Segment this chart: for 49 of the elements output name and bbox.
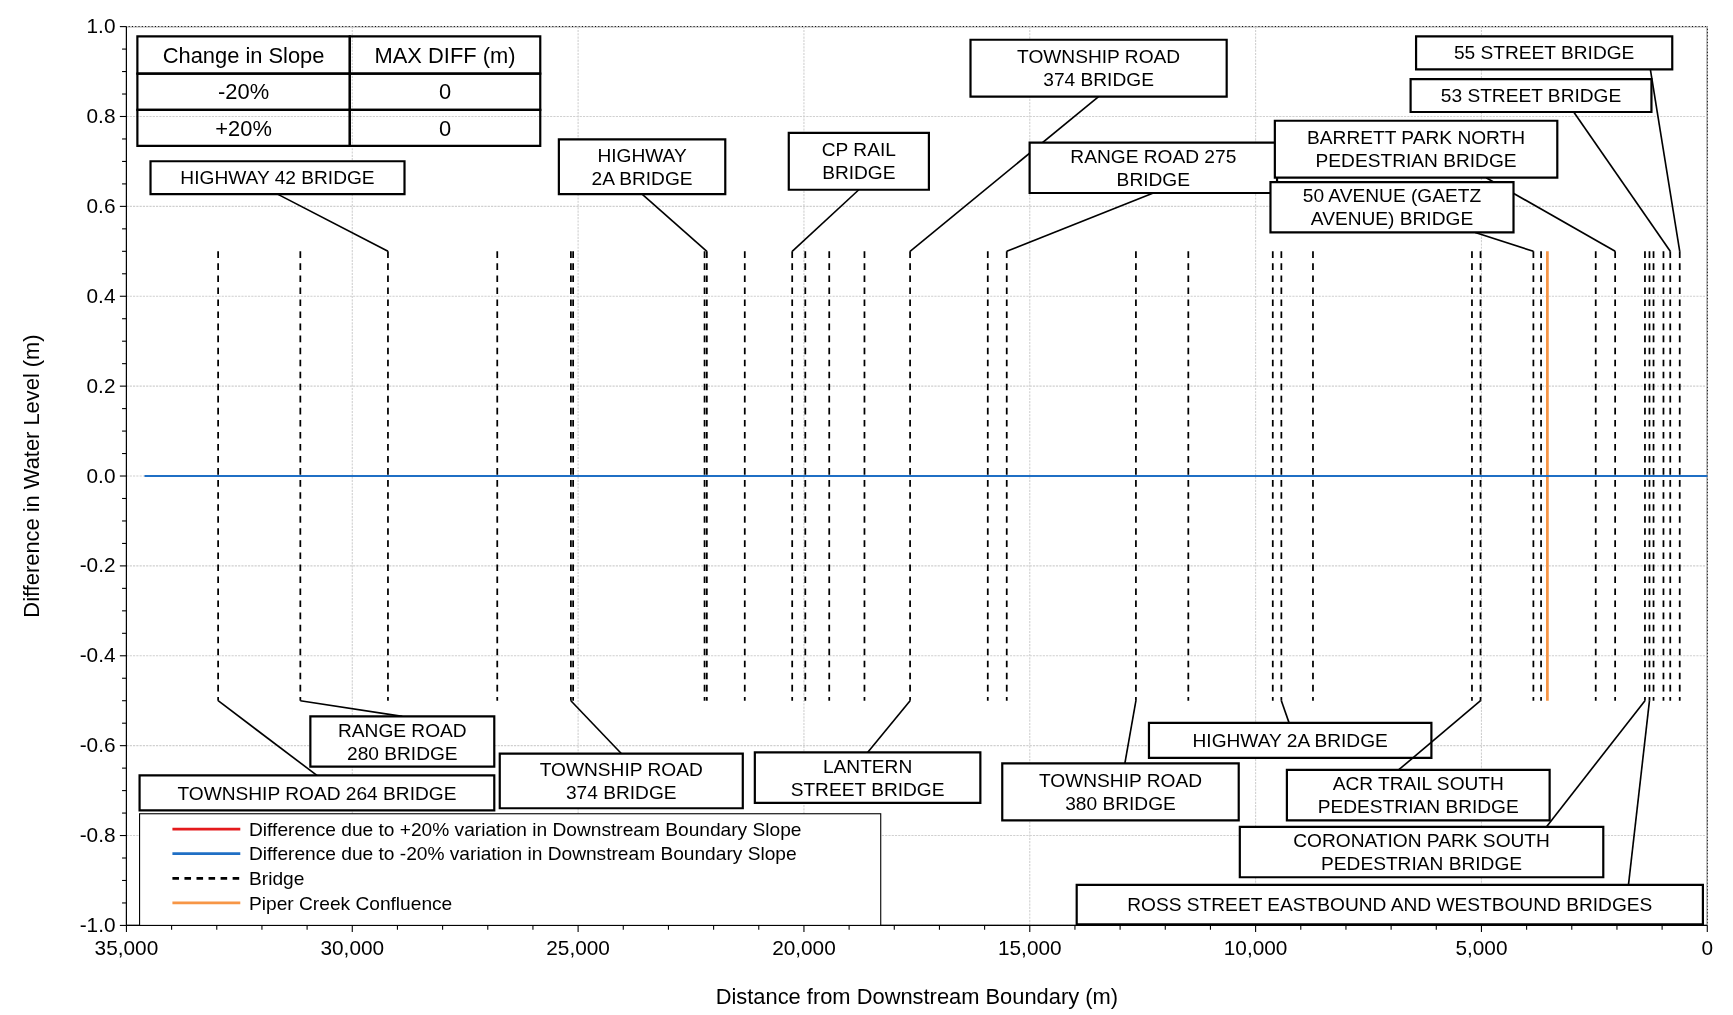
annotation: CP RAIL BRIDGE (821, 139, 897, 184)
y-tick-label: -1.0 (79, 912, 116, 936)
annotation: CORONATION PARK SOUTH PEDESTRIAN BRIDGE (1293, 830, 1550, 875)
y-tick-label: 1.0 (86, 14, 116, 38)
annotation: BARRETT PARK NORTH PEDESTRIAN BRIDGE (1307, 127, 1526, 172)
legend-label: Difference due to +20% variation in Downstream Boundary Slope (249, 818, 802, 840)
annotation: ACR TRAIL SOUTH PEDESTRIAN BRIDGE (1317, 773, 1519, 818)
y-tick-label: -0.6 (79, 733, 116, 757)
x-tick-label: 25,000 (546, 935, 610, 959)
y-axis-title: Difference in Water Level (m) (18, 334, 44, 618)
x-tick-label: 20,000 (772, 935, 836, 959)
y-tick-label: -0.8 (79, 823, 116, 847)
annotation: TOWNSHIP ROAD 374 BRIDGE (539, 758, 703, 803)
annotation: +20% (215, 115, 272, 141)
y-tick-label: 0.4 (86, 283, 116, 307)
annotation: MAX DIFF (m) (374, 42, 516, 68)
x-tick-label: 15,000 (997, 935, 1062, 959)
annotation: 53 STREET BRIDGE (1440, 85, 1622, 107)
y-tick-label: 0.8 (86, 104, 116, 128)
x-tick-label: 5,000 (1455, 935, 1508, 959)
annotation: HIGHWAY 42 BRIDGE (180, 167, 375, 189)
y-tick-label: 0.0 (86, 463, 116, 487)
legend-label: Piper Creek Confluence (249, 892, 453, 914)
annotation: 50 AVENUE (GAETZ AVENUE) BRIDGE (1302, 185, 1482, 230)
y-tick-label: 0.2 (86, 373, 116, 397)
legend-label: Difference due to -20% variation in Downstream Boundary Slope (249, 843, 797, 865)
annotation: HIGHWAY 2A BRIDGE (591, 144, 693, 189)
annotation: 55 STREET BRIDGE (1453, 42, 1635, 64)
annotation: ROSS STREET EASTBOUND AND WESTBOUND BRIDGES (1127, 894, 1653, 916)
x-tick-label: 30,000 (320, 935, 385, 959)
annotation: -20% (218, 79, 270, 105)
legend-label: Bridge (249, 867, 305, 889)
annotation: TOWNSHIP ROAD 374 BRIDGE (1017, 46, 1181, 91)
x-tick-label: 0 (1701, 935, 1714, 959)
x-tick-label: 10,000 (1223, 935, 1288, 959)
y-tick-label: -0.4 (79, 643, 116, 667)
annotation: LANTERN STREET BRIDGE (790, 755, 945, 800)
annotation: RANGE ROAD 275 BRIDGE (1070, 145, 1237, 190)
annotation: 0 (438, 115, 452, 141)
annotation: HIGHWAY 2A BRIDGE (1192, 729, 1388, 751)
annotation: 0 (438, 79, 452, 105)
x-axis-title: Distance from Downstream Boundary (m) (715, 984, 1119, 1010)
annotation: Change in Slope (162, 42, 325, 68)
y-tick-label: -0.2 (79, 553, 116, 577)
y-tick-label: 0.6 (86, 193, 116, 217)
annotation: RANGE ROAD 280 BRIDGE (337, 719, 467, 764)
x-tick-label: 35,000 (94, 935, 159, 959)
annotation: TOWNSHIP ROAD 380 BRIDGE (1038, 769, 1203, 814)
annotation: TOWNSHIP ROAD 264 BRIDGE (177, 782, 457, 804)
